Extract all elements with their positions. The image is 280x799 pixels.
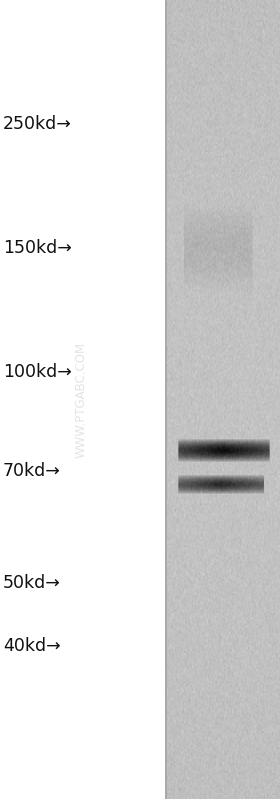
Text: WWW.PTGABC.COM: WWW.PTGABC.COM (75, 341, 88, 458)
Text: 100kd→: 100kd→ (3, 363, 72, 380)
Text: 250kd→: 250kd→ (3, 115, 72, 133)
Text: 50kd→: 50kd→ (3, 574, 60, 592)
Text: 70kd→: 70kd→ (3, 463, 60, 480)
Text: 150kd→: 150kd→ (3, 239, 72, 256)
Text: 40kd→: 40kd→ (3, 637, 60, 654)
Bar (165, 0, 167, 799)
